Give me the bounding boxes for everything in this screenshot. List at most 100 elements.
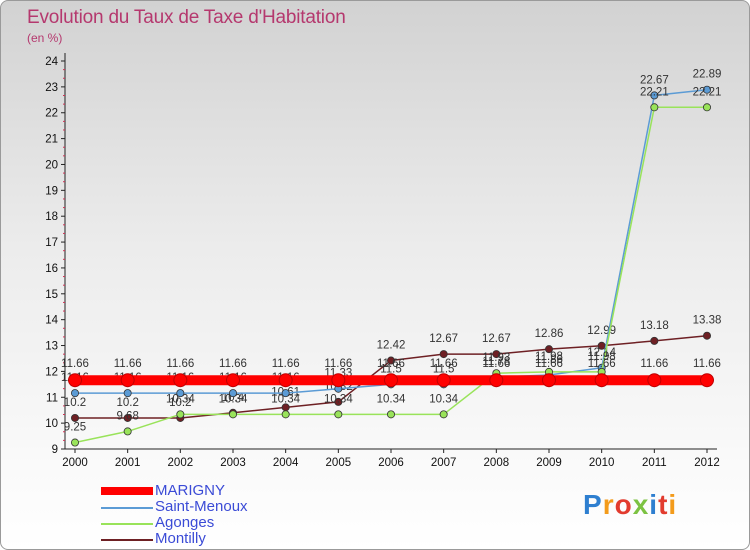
data-label-agonges: 9.25 — [64, 422, 86, 434]
data-label-agonges: 10.34 — [166, 393, 195, 405]
data-point-montilly — [650, 336, 659, 345]
legend-label-agonges: Agonges — [155, 514, 215, 531]
logo-letter: i — [649, 489, 659, 520]
x-tick-label: 2011 — [642, 457, 667, 469]
logo-letter: P — [583, 489, 603, 520]
logo-text: Proxiti — [583, 489, 677, 520]
y-tick-label: 14 — [45, 315, 58, 327]
data-label-marigny: 11.66 — [272, 358, 300, 370]
legend-swatch-marigny — [101, 487, 153, 495]
y-tick-label: 17 — [45, 237, 58, 249]
data-point-montilly — [545, 345, 554, 354]
data-point-montilly — [386, 356, 395, 365]
data-label-agonges: 10.34 — [324, 393, 353, 405]
data-point-agonges — [439, 410, 448, 419]
data-point-agonges — [334, 410, 343, 419]
logo-letter: t — [658, 489, 669, 520]
data-label-agonges: 10.34 — [377, 393, 406, 405]
data-point-saint-menoux — [650, 91, 659, 100]
chart-subtitle: (en %) — [27, 31, 63, 45]
data-label-marigny: 11.66 — [535, 358, 563, 370]
data-point-agonges — [71, 438, 80, 447]
data-label-agonges: 9.68 — [116, 410, 138, 422]
y-tick-label: 20 — [45, 159, 58, 171]
data-point-saint-menoux — [123, 389, 132, 398]
data-label-saint-menoux: 12.14 — [587, 347, 616, 359]
data-label-montilly: 10.2 — [116, 397, 138, 409]
x-tick-label: 2012 — [694, 457, 720, 469]
x-tick-label: 2001 — [115, 457, 141, 469]
data-point-marigny — [173, 373, 188, 388]
y-tick-label: 11 — [46, 392, 58, 404]
y-tick-label: 12 — [45, 366, 58, 378]
data-point-marigny — [542, 373, 556, 388]
y-tick-label: 15 — [45, 289, 58, 301]
data-point-montilly — [703, 331, 712, 340]
data-point-agonges — [176, 410, 185, 419]
data-label-marigny: 11.66 — [693, 358, 721, 370]
data-label-saint-menoux: 11.5 — [380, 363, 402, 375]
data-label-marigny: 11.66 — [482, 358, 510, 370]
x-tick-label: 2009 — [536, 457, 562, 469]
data-point-marigny — [226, 373, 240, 388]
x-tick-label: 2000 — [62, 457, 88, 469]
data-label-montilly: 10.2 — [64, 397, 86, 409]
data-point-montilly — [439, 350, 448, 359]
data-point-agonges — [228, 410, 237, 419]
x-tick-label: 2008 — [484, 457, 510, 469]
data-point-montilly — [123, 413, 132, 422]
data-point-saint-menoux — [71, 389, 80, 398]
data-label-saint-menoux: 11.5 — [433, 363, 455, 375]
data-label-agonges: 22.21 — [640, 86, 669, 98]
data-point-agonges — [703, 103, 712, 112]
legend-label-saint-menoux: Saint-Menoux — [155, 498, 248, 515]
legend-label-montilly: Montilly — [155, 530, 206, 547]
series-line-agonges — [74, 106, 707, 444]
logo-letter: x — [632, 489, 650, 520]
data-point-saint-menoux — [176, 389, 185, 398]
data-point-saint-menoux — [703, 85, 712, 94]
data-label-montilly: 13.18 — [640, 320, 669, 332]
data-point-saint-menoux — [228, 389, 237, 398]
data-label-agonges: 11.98 — [588, 351, 616, 363]
data-label-marigny: 11.66 — [166, 358, 194, 370]
data-label-agonges: 10.34 — [429, 393, 458, 405]
data-label-montilly: 12.99 — [587, 325, 616, 337]
y-tick-label: 10 — [45, 418, 58, 430]
data-point-agonges — [123, 427, 132, 436]
x-tick-label: 2004 — [273, 457, 299, 469]
y-tick-label: 24 — [45, 56, 58, 68]
data-label-marigny: 11.66 — [430, 358, 458, 370]
data-label-marigny: 11.66 — [640, 358, 668, 370]
x-tick-label: 2005 — [326, 457, 352, 469]
data-point-agonges — [281, 410, 290, 419]
x-tick-label: 2003 — [220, 457, 246, 469]
data-point-marigny — [68, 373, 82, 388]
data-point-montilly — [492, 350, 501, 359]
y-tick-label: 19 — [45, 185, 58, 197]
data-label-agonges: 10.34 — [271, 393, 300, 405]
data-point-saint-menoux — [281, 389, 290, 398]
legend-label-marigny: MARIGNY — [155, 482, 226, 499]
x-tick-label: 2006 — [378, 457, 404, 469]
legend-swatch-agonges — [101, 523, 153, 525]
data-point-marigny — [278, 373, 293, 388]
y-tick-label: 23 — [45, 82, 58, 94]
data-label-montilly: 12.67 — [482, 333, 511, 345]
data-label-montilly: 10.2 — [169, 397, 191, 409]
data-point-marigny — [120, 373, 135, 388]
data-label-marigny: 11.66 — [377, 358, 405, 370]
data-label-agonges: 10.34 — [219, 393, 248, 405]
data-label-montilly: 12.42 — [377, 340, 406, 352]
data-point-marigny — [489, 373, 504, 388]
data-label-marigny: 11.66 — [61, 358, 89, 370]
data-label-montilly: 12.67 — [429, 333, 458, 345]
y-tick-label: 13 — [45, 341, 58, 353]
logo-letter: i — [668, 489, 678, 520]
data-label-saint-menoux: 11.86 — [535, 354, 563, 366]
data-label-agonges: 11.93 — [482, 352, 510, 364]
legend-swatch-montilly — [101, 539, 153, 541]
data-label-saint-menoux: 11.78 — [482, 356, 510, 368]
data-label-montilly: 12.86 — [535, 328, 564, 340]
